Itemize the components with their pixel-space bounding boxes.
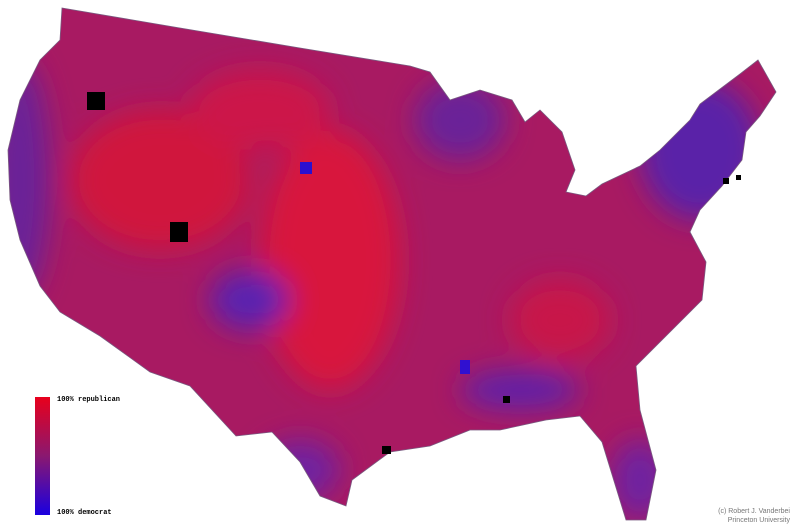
missing-county [503, 396, 510, 403]
plains-red [260, 130, 400, 390]
credit-line: (c) Robert J. Vanderbei [718, 508, 790, 515]
texas-purple [260, 440, 340, 500]
regions [8, 60, 760, 520]
southwest-blue [210, 270, 290, 330]
missing-county [382, 446, 391, 454]
legend-gradient [35, 397, 50, 515]
blackbelt-blue [460, 370, 580, 410]
legend: 100% republican 100% democrat [35, 396, 120, 517]
legend-bottom-label: 100% democrat [57, 509, 112, 517]
south-red [510, 280, 610, 360]
missing-county [723, 178, 729, 184]
county-blue [460, 360, 470, 374]
legend-top-label: 100% republican [57, 396, 120, 404]
mountain-red [70, 110, 250, 250]
missing-county [87, 92, 105, 110]
credit-line: Princeton University [728, 517, 791, 524]
florida-purple [610, 440, 670, 520]
missing-county [736, 175, 741, 180]
westcoast-blue [8, 60, 50, 300]
missing-county [170, 222, 188, 242]
county-blue [300, 162, 312, 174]
lakes-blue [415, 80, 505, 160]
northeast-blue [640, 80, 760, 220]
montana-red [190, 70, 330, 150]
